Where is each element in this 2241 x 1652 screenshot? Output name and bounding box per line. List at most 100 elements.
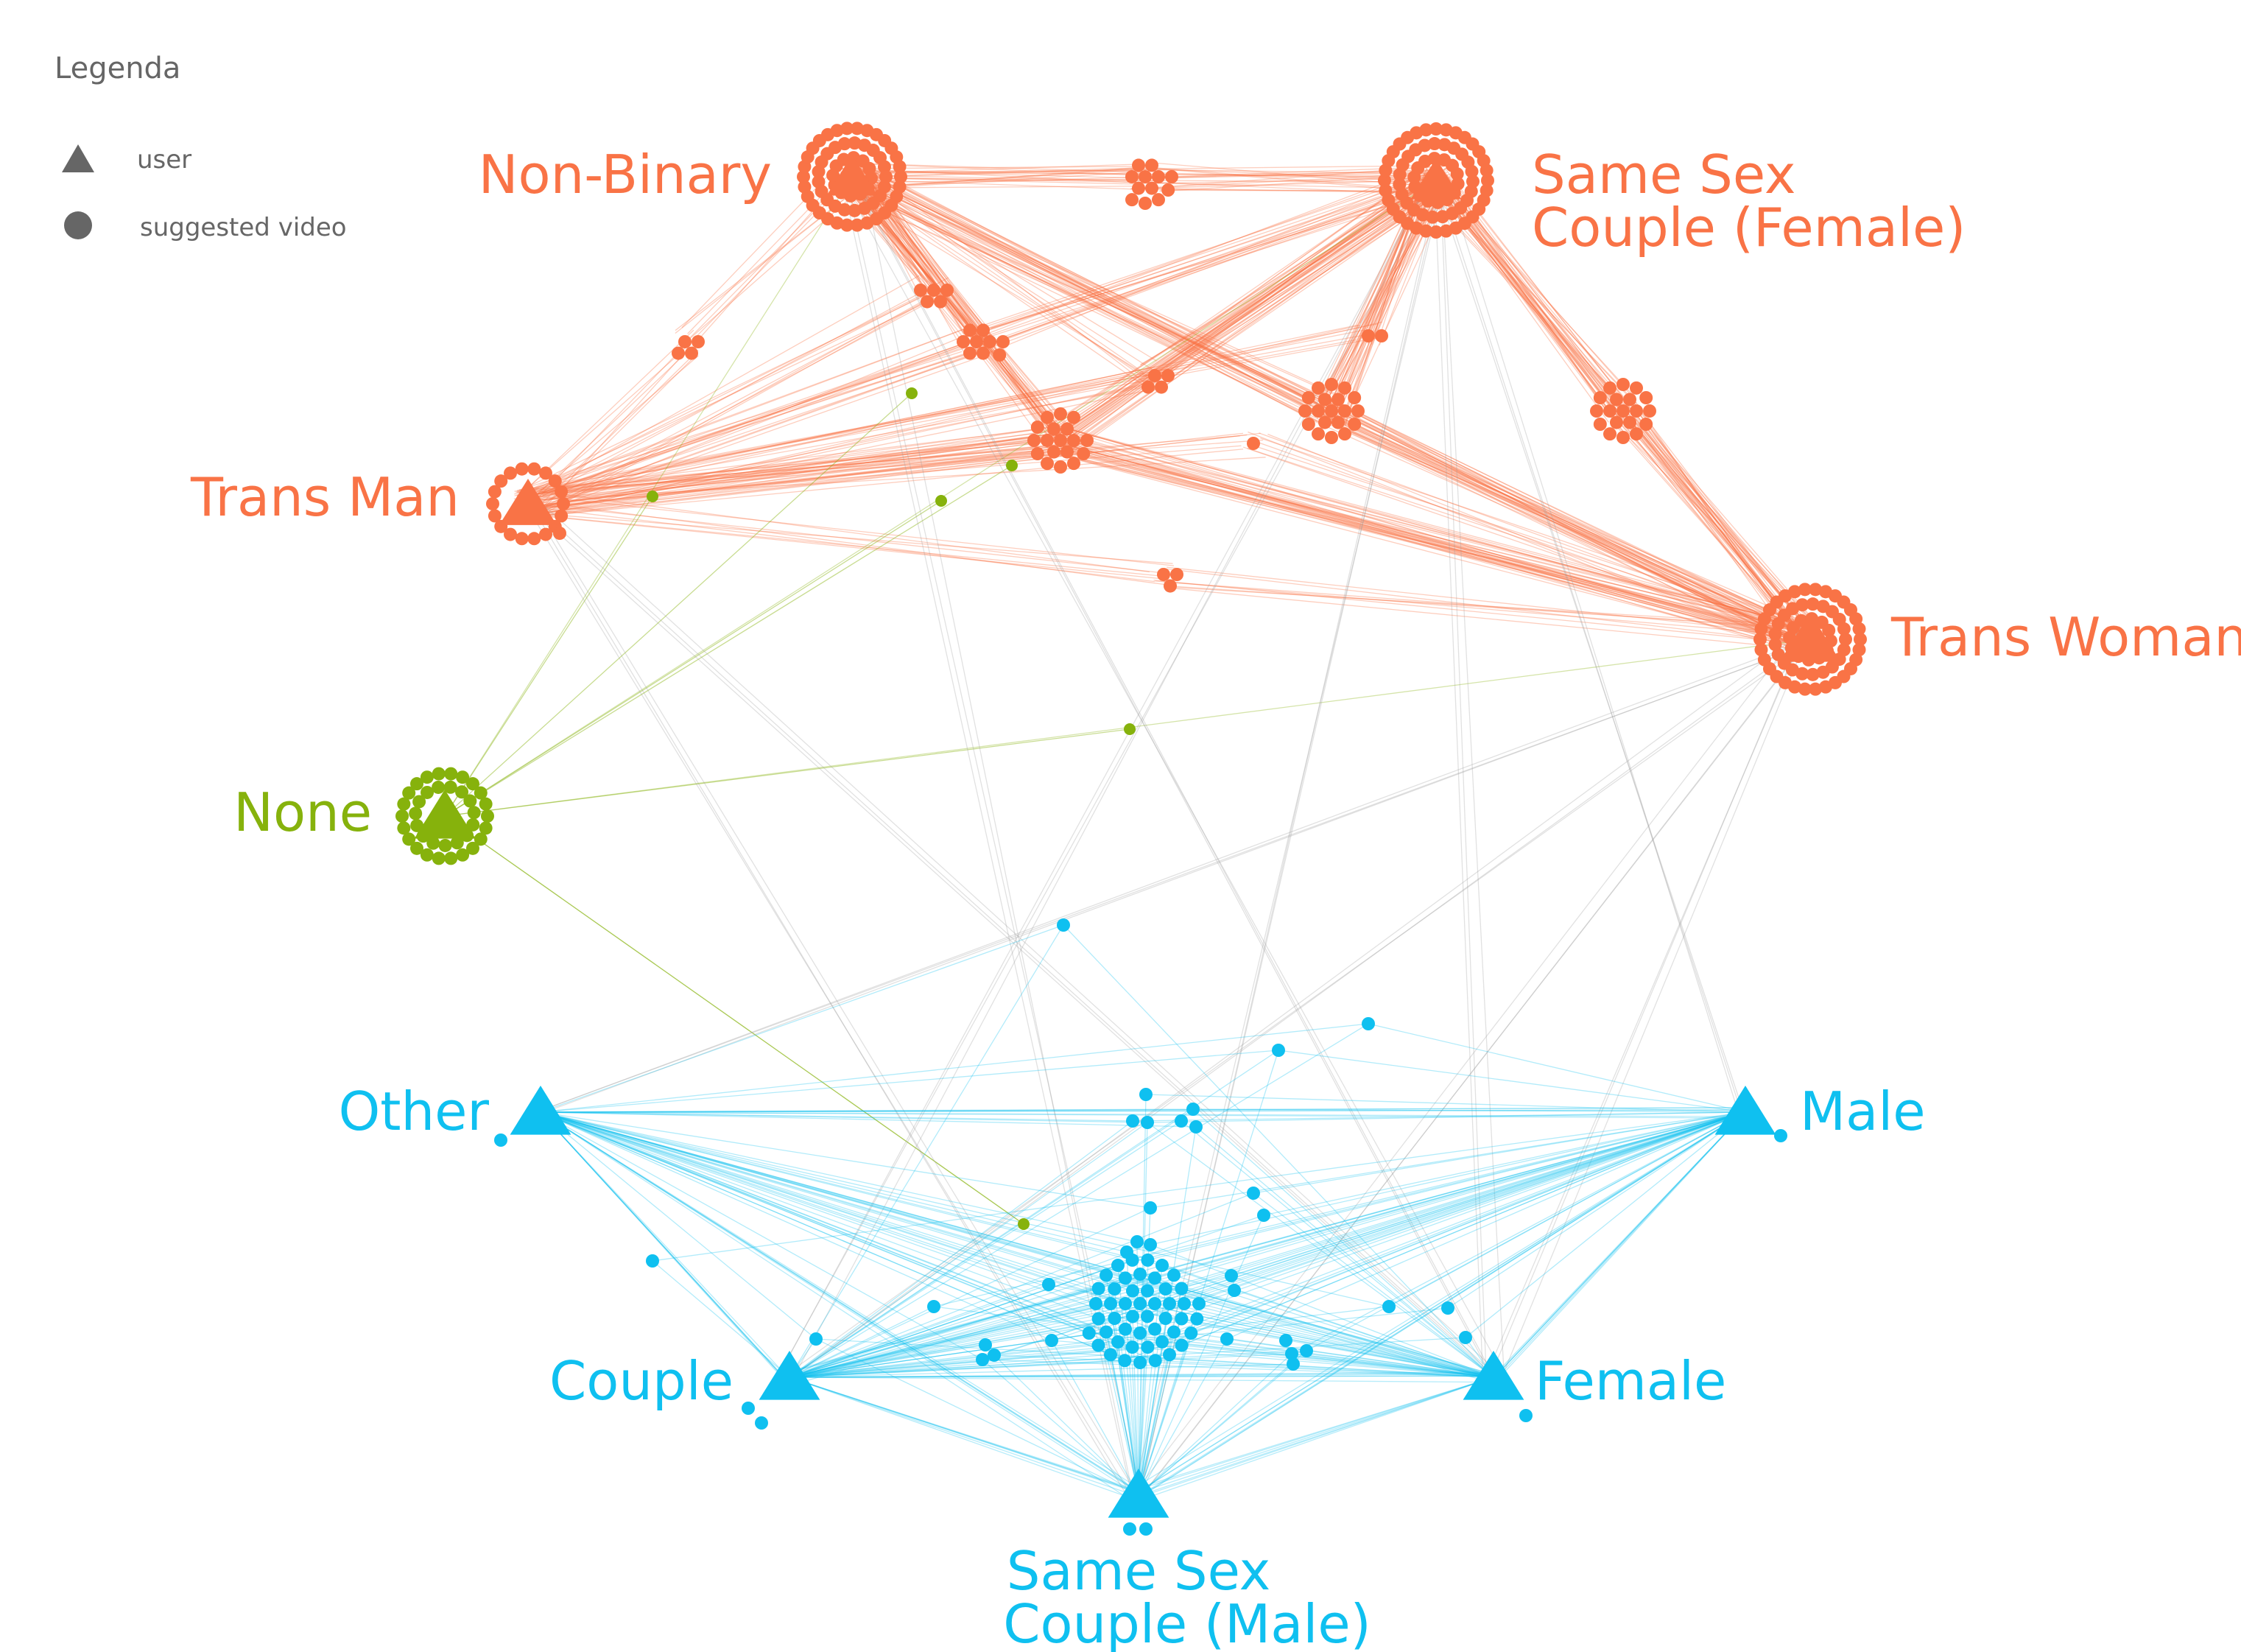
edge: [789, 1277, 1126, 1378]
suggested-video-node: [797, 170, 810, 183]
suggested-video-node: [1139, 170, 1152, 183]
legend-triangle-icon: [62, 144, 94, 172]
suggested-video-node: [481, 809, 494, 823]
suggested-video-node: [515, 532, 529, 546]
edge: [1110, 1354, 1139, 1496]
edge: [1139, 183, 1439, 1496]
edge: [1138, 1363, 1294, 1496]
suggested-video-node: [977, 346, 990, 360]
edge: [1140, 183, 1438, 365]
suggested-video-node: [647, 491, 658, 502]
suggested-video-node: [1753, 633, 1767, 646]
edge: [533, 434, 1059, 498]
edge: [789, 1360, 1125, 1378]
edge: [1191, 1111, 1746, 1334]
suggested-video-node: [1285, 1347, 1298, 1360]
edge: [982, 1359, 1494, 1378]
suggested-video-node: [1152, 170, 1165, 183]
edge: [789, 1354, 1111, 1378]
edge: [1105, 1331, 1494, 1378]
suggested-video-node: [1459, 1331, 1472, 1344]
edge: [789, 1377, 1136, 1491]
suggested-video-node: [993, 348, 1007, 362]
edge: [539, 450, 1066, 510]
edge: [789, 1315, 1133, 1378]
edge: [1071, 189, 1423, 440]
user-label-same-sex-couple-male-line-1: Same Sex: [1007, 1540, 1271, 1602]
suggested-video-node: [1111, 1335, 1125, 1349]
edge: [1070, 175, 1443, 427]
suggested-video-node: [1247, 1187, 1260, 1200]
edge: [849, 180, 1073, 454]
edge: [529, 437, 1063, 502]
suggested-video-node: [1167, 1325, 1181, 1339]
edge: [1153, 580, 1801, 644]
edge: [993, 1354, 1139, 1496]
suggested-video-node: [1126, 1114, 1139, 1128]
suggested-video-node: [466, 818, 480, 832]
edge: [1073, 446, 1806, 645]
edge: [789, 1023, 1369, 1378]
edge: [1331, 412, 1805, 647]
suggested-video-node: [1466, 175, 1480, 189]
edge: [1047, 451, 1798, 637]
suggested-video-node: [1006, 460, 1018, 471]
edge: [1139, 634, 1812, 1500]
suggested-video-node: [1809, 682, 1823, 696]
user-node-none: [414, 790, 476, 839]
suggested-video-node: [1163, 1348, 1176, 1362]
suggested-video-node: [1331, 415, 1345, 429]
edge: [520, 336, 986, 515]
suggested-video-node: [1148, 1322, 1161, 1336]
edge: [1336, 186, 1447, 415]
edge: [789, 1207, 1151, 1378]
edge: [1440, 175, 1488, 1385]
edge: [1253, 1192, 1494, 1378]
edge: [858, 177, 1065, 447]
suggested-video-node: [1141, 1253, 1155, 1267]
suggested-video-node: [914, 284, 927, 297]
edge: [1181, 1111, 1746, 1346]
edge: [864, 175, 1156, 182]
edge: [1435, 175, 1745, 1122]
suggested-video-node: [1603, 427, 1616, 441]
edge: [865, 169, 1152, 175]
edge: [1335, 424, 1825, 635]
edge: [778, 171, 1435, 1374]
suggested-video-node: [850, 218, 864, 232]
suggested-video-node: [879, 170, 893, 184]
edge: [540, 1111, 784, 1379]
edge: [533, 336, 983, 499]
edge: [837, 186, 1049, 434]
edge: [527, 352, 970, 499]
edge: [790, 182, 1430, 1383]
edge: [1340, 402, 1815, 649]
suggested-video-node: [893, 160, 907, 174]
suggested-video-node: [1111, 1259, 1125, 1273]
edge: [524, 452, 1068, 519]
edge: [524, 449, 1070, 502]
edge: [1317, 188, 1446, 400]
edge: [1450, 190, 1610, 415]
edge: [1135, 1111, 1746, 1501]
suggested-video-node: [894, 170, 907, 183]
suggested-video-node: [410, 777, 424, 791]
edge: [517, 426, 1058, 493]
edge: [1063, 924, 1494, 1378]
edge: [1147, 1111, 1746, 1317]
edge: [845, 178, 1142, 1502]
edge: [527, 507, 1139, 1506]
suggested-video-node: [1091, 1338, 1105, 1352]
edge: [1195, 1126, 1494, 1378]
suggested-video-node: [1091, 1312, 1105, 1326]
suggested-video-node: [1126, 1284, 1139, 1298]
edge: [1138, 1050, 1279, 1496]
edge: [1328, 398, 1821, 653]
edge: [444, 393, 912, 817]
edge: [789, 1318, 1099, 1378]
edge: [862, 180, 1075, 435]
edge: [1138, 1288, 1183, 1496]
edge: [536, 449, 1066, 509]
suggested-video-node: [1139, 1522, 1153, 1536]
edge: [1318, 416, 1817, 648]
